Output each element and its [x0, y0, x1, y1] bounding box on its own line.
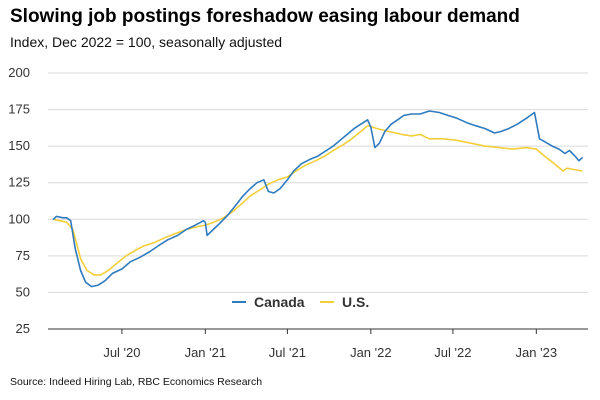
- x-tick-label: Jan '21: [185, 345, 227, 360]
- y-tick-label: 200: [8, 65, 30, 80]
- chart-source: Source: Indeed Hiring Lab, RBC Economics…: [10, 376, 263, 388]
- y-tick-label: 125: [8, 175, 30, 190]
- x-tick-label: Jul '22: [434, 345, 471, 360]
- x-tick-label: Jan '22: [350, 345, 392, 360]
- chart-title: Slowing job postings foreshadow easing l…: [10, 6, 520, 27]
- x-tick-label: Jan '23: [516, 345, 558, 360]
- series-line-u-s: [52, 124, 583, 276]
- y-tick-label: 175: [8, 102, 30, 117]
- legend-label-u-s: U.S.: [342, 294, 369, 310]
- y-tick-label: 75: [16, 248, 30, 263]
- y-tick-label: 50: [16, 284, 30, 299]
- y-tick-label: 100: [8, 211, 30, 226]
- series-line-canada: [52, 110, 583, 288]
- y-tick-label: 150: [8, 138, 30, 153]
- y-tick-label: 25: [16, 321, 30, 336]
- x-tick-label: Jul '21: [269, 345, 306, 360]
- x-tick-label: Jul '20: [103, 345, 140, 360]
- chart-subtitle: Index, Dec 2022 = 100, seasonally adjust…: [10, 34, 283, 50]
- legend-label-canada: Canada: [254, 294, 305, 310]
